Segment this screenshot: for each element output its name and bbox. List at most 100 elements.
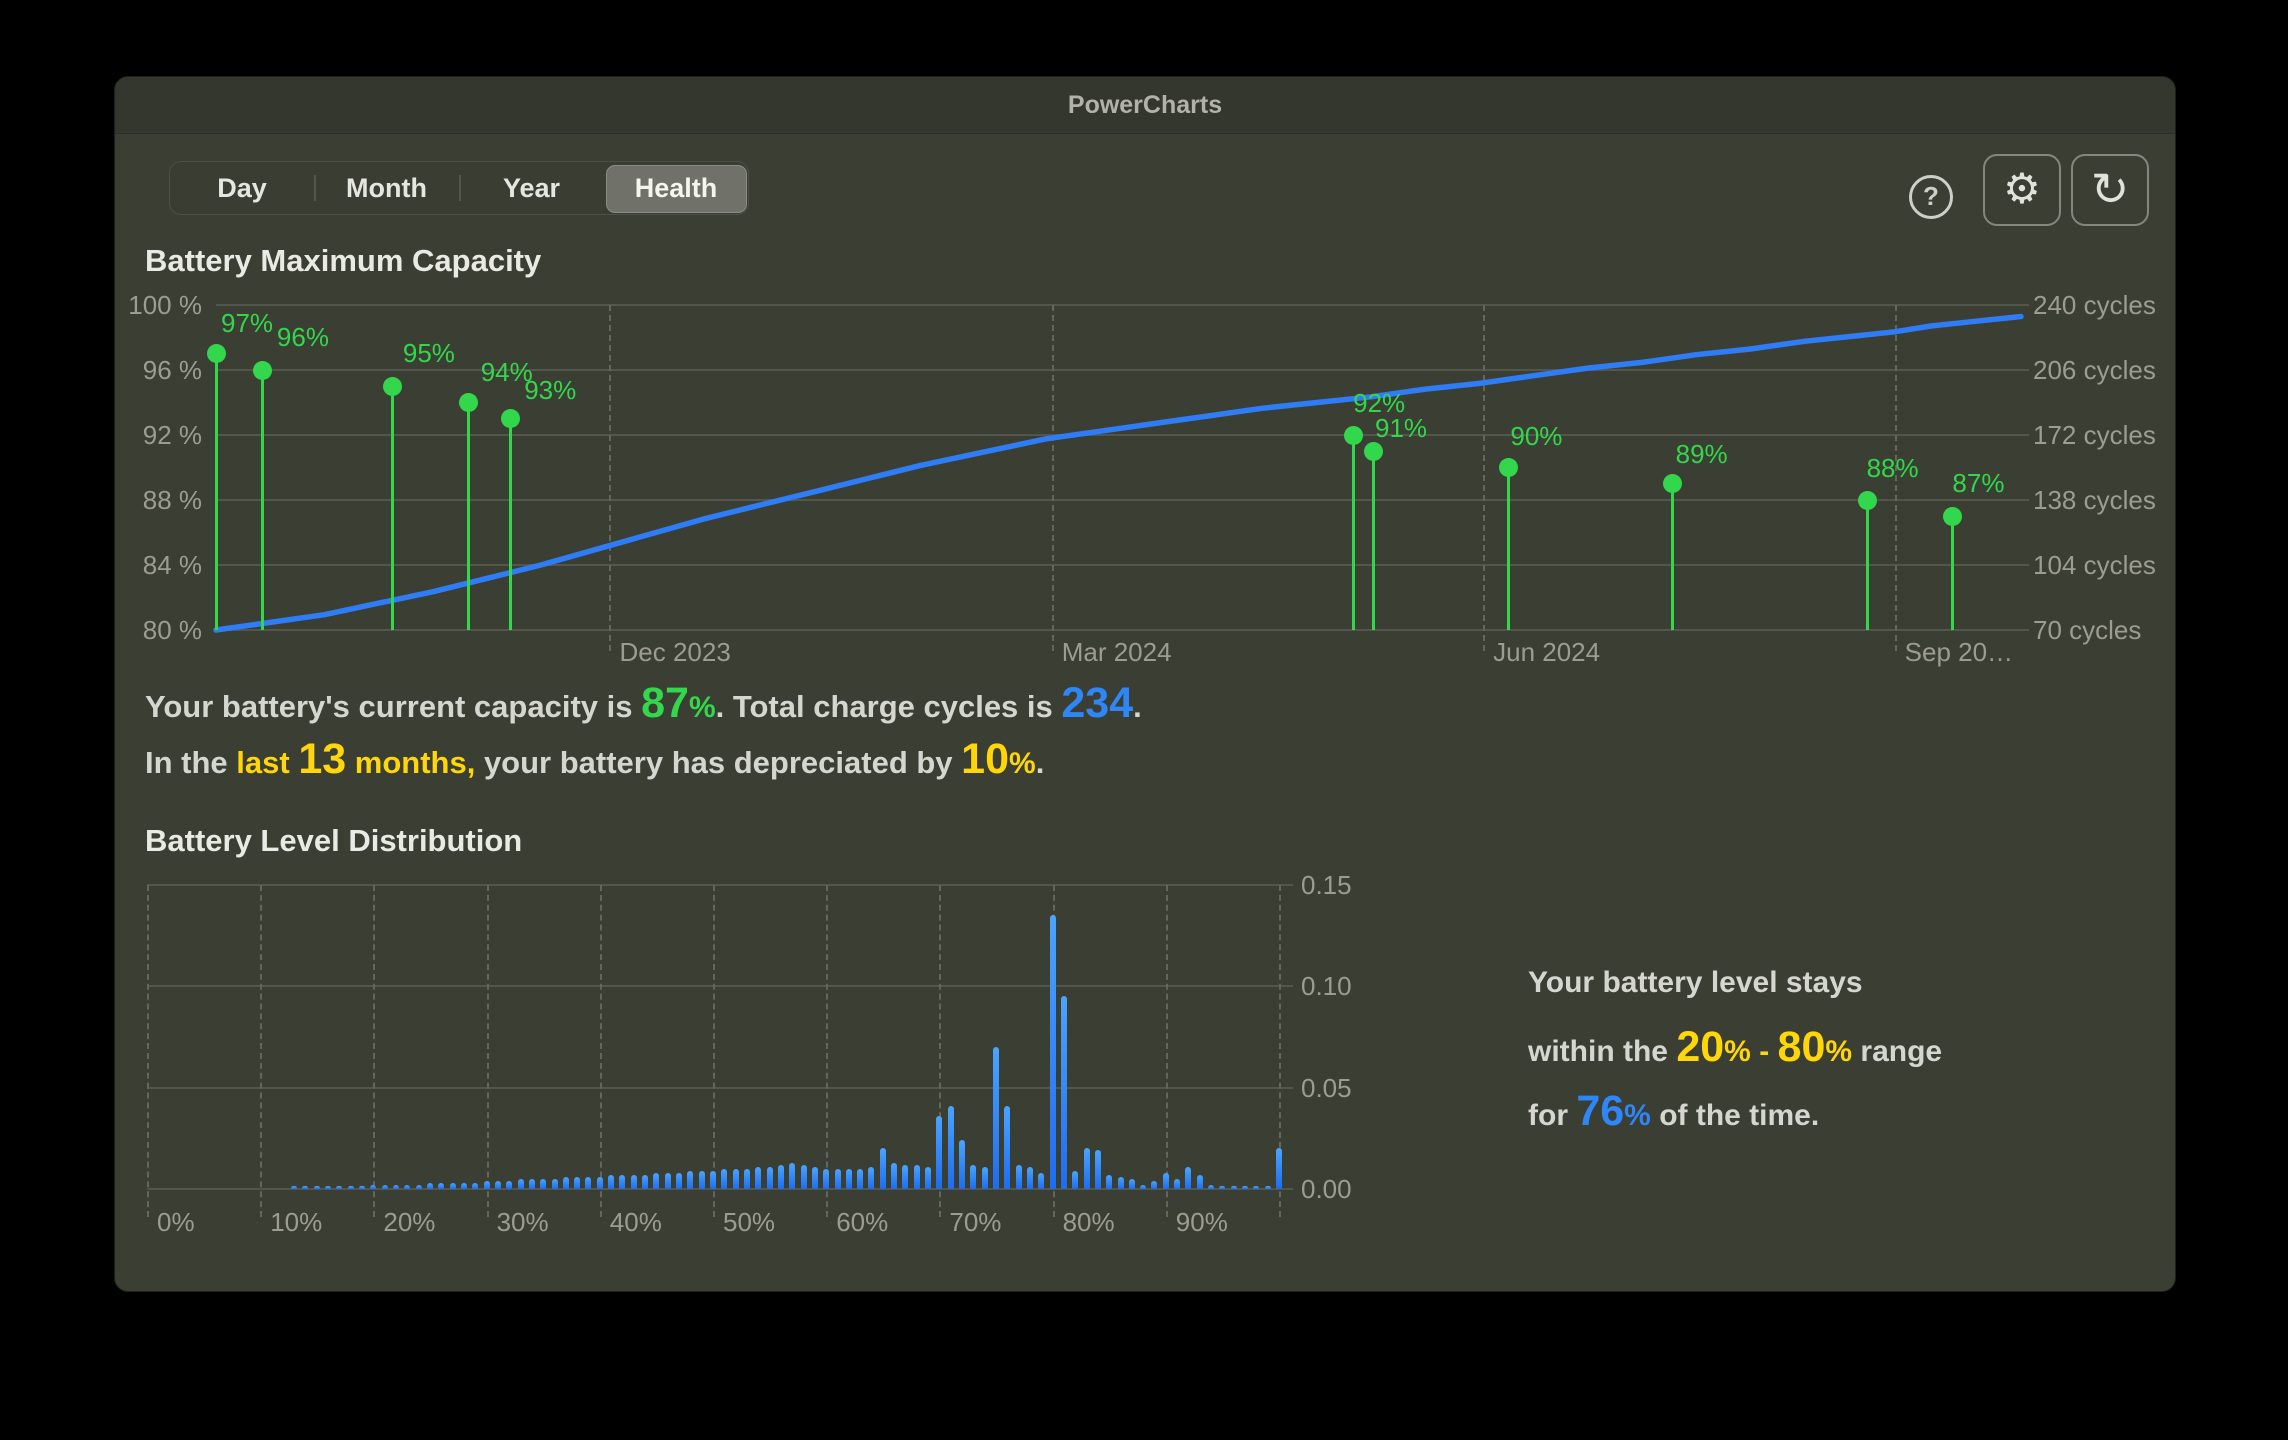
gridline-horizontal <box>216 629 2029 631</box>
y-axis-tick <box>1279 1086 1293 1089</box>
x-axis-label: 90% <box>1175 1207 1228 1237</box>
histogram-bar <box>789 1162 796 1189</box>
x-axis-label: 80% <box>1062 1207 1115 1237</box>
y-axis-tick <box>1279 884 1293 886</box>
capacity-summary-line-1: Your battery's current capacity is 87%. … <box>145 679 1142 732</box>
histogram-bar <box>460 1182 467 1189</box>
histogram-bar <box>981 1166 988 1189</box>
x-axis-label: 10% <box>270 1207 323 1237</box>
refresh-button[interactable]: ↻ <box>2071 154 2149 226</box>
histogram-bar <box>1174 1178 1181 1189</box>
highlight-value: months, <box>346 745 476 780</box>
histogram-bar <box>925 1166 932 1189</box>
help-button[interactable]: ? <box>1909 175 1953 219</box>
capacity-marker-dot <box>1663 474 1683 494</box>
histogram-bar <box>302 1186 309 1189</box>
x-axis-label: 30% <box>496 1207 549 1237</box>
tab-day[interactable]: Day <box>217 173 267 203</box>
tab-month[interactable]: Month <box>346 173 427 203</box>
histogram-bar <box>404 1184 411 1189</box>
gridline-vertical <box>1894 305 1897 651</box>
capacity-marker-label: 96% <box>276 322 329 352</box>
histogram-bar <box>777 1164 784 1189</box>
histogram-bar <box>494 1180 501 1189</box>
histogram-bar <box>381 1184 388 1189</box>
histogram-bar <box>845 1168 852 1189</box>
histogram-bar <box>551 1178 558 1189</box>
selected-segment-background <box>606 165 747 213</box>
summary-text: of the time. <box>1650 1099 1820 1132</box>
tab-year[interactable]: Year <box>502 173 561 203</box>
view-segmented-control: Day Month Year Health <box>169 161 749 215</box>
highlight-value: % <box>1624 1099 1651 1132</box>
x-axis-label: 60% <box>836 1207 889 1237</box>
summary-text: . Total charge cycles is <box>715 689 1062 724</box>
highlight-value: 20 <box>1676 1023 1725 1071</box>
gridline-vertical <box>147 885 149 1217</box>
histogram-bar <box>427 1182 433 1189</box>
histogram-bar <box>1219 1186 1226 1189</box>
highlight-value: last <box>236 745 299 780</box>
content: Day Month Year Health ? ⚙ ↻ Battery Maxi… <box>115 77 2175 1291</box>
gridline-horizontal <box>216 434 2029 436</box>
refresh-icon: ↻ <box>2090 163 2130 215</box>
capacity-marker-label: 97% <box>221 307 274 338</box>
histogram-bar <box>517 1178 524 1189</box>
histogram-bar <box>359 1186 366 1189</box>
highlight-value: % <box>1724 1035 1751 1068</box>
x-axis-label: 20% <box>383 1207 436 1237</box>
y-axis-right-label: 206 cycles <box>2033 355 2156 385</box>
summary-text: Your battery level stays <box>1528 966 1863 999</box>
histogram-bar <box>574 1176 581 1189</box>
gridline-vertical <box>486 885 489 1217</box>
x-axis-label: Sep 20… <box>1904 637 2014 667</box>
x-axis-label: 0% <box>157 1207 195 1237</box>
summary-text: . <box>1133 689 1142 724</box>
capacity-marker-label: 93% <box>524 374 577 405</box>
tab-health[interactable]: Health <box>634 173 718 203</box>
histogram-bar <box>1253 1186 1260 1189</box>
histogram-bar <box>1094 1150 1101 1189</box>
histogram-bar <box>970 1164 977 1189</box>
highlight-value: 87 <box>641 679 689 727</box>
histogram-bar <box>698 1170 705 1189</box>
capacity-marker-dot <box>206 344 226 364</box>
capacity-marker-dot <box>459 393 479 412</box>
histogram-bar <box>743 1168 750 1189</box>
summary-text: In the <box>145 745 237 780</box>
histogram-bar <box>1106 1174 1113 1189</box>
y-axis-label: 0.00 <box>1301 1174 1352 1204</box>
highlight-value: 13 <box>298 735 347 783</box>
distribution-chart: 0.15 0.10 0.05 0.00 0% 10% 20% 30% 40% 50% 60% 70% 8… <box>115 77 2175 1291</box>
x-axis-label: 70% <box>949 1207 1002 1237</box>
capacity-marker-dot <box>1858 490 1878 510</box>
histogram-bar <box>642 1174 649 1189</box>
x-axis-label: Jun 2024 <box>1493 637 1601 667</box>
y-axis-left-label: 92 % <box>142 420 202 450</box>
y-axis-right-label: 138 cycles <box>2033 485 2156 515</box>
histogram-bar <box>630 1174 637 1189</box>
histogram-bar <box>336 1186 343 1189</box>
highlight-value: 234 <box>1061 679 1134 727</box>
histogram-bar <box>766 1166 773 1189</box>
capacity-marker-label: 88% <box>1866 453 1919 483</box>
capacity-marker-stem <box>467 402 471 630</box>
histogram-bar <box>721 1168 728 1189</box>
capacity-marker-label: 89% <box>1675 438 1728 469</box>
histogram-bar <box>913 1164 920 1189</box>
histogram-bar <box>1230 1186 1237 1189</box>
distribution-summary-line-3: for 76% of the time. <box>1528 1089 1819 1138</box>
titlebar[interactable]: PowerCharts <box>115 77 2175 134</box>
histogram-bar <box>687 1170 694 1189</box>
histogram-bar <box>449 1182 456 1189</box>
capacity-marker-dot <box>253 360 273 380</box>
gridline-vertical <box>1279 885 1281 1217</box>
capacity-chart: 100 % 240 cycles 96 % 206 cycles 92 % 172 cyc… <box>115 77 2175 1291</box>
histogram-bar <box>1242 1186 1249 1189</box>
gridline-vertical <box>939 885 942 1217</box>
capacity-marker-stem <box>1371 451 1375 630</box>
histogram-bar <box>993 1047 999 1189</box>
gridline-vertical <box>609 305 612 651</box>
settings-button[interactable]: ⚙ <box>1983 154 2061 226</box>
histogram-bar <box>596 1176 603 1189</box>
